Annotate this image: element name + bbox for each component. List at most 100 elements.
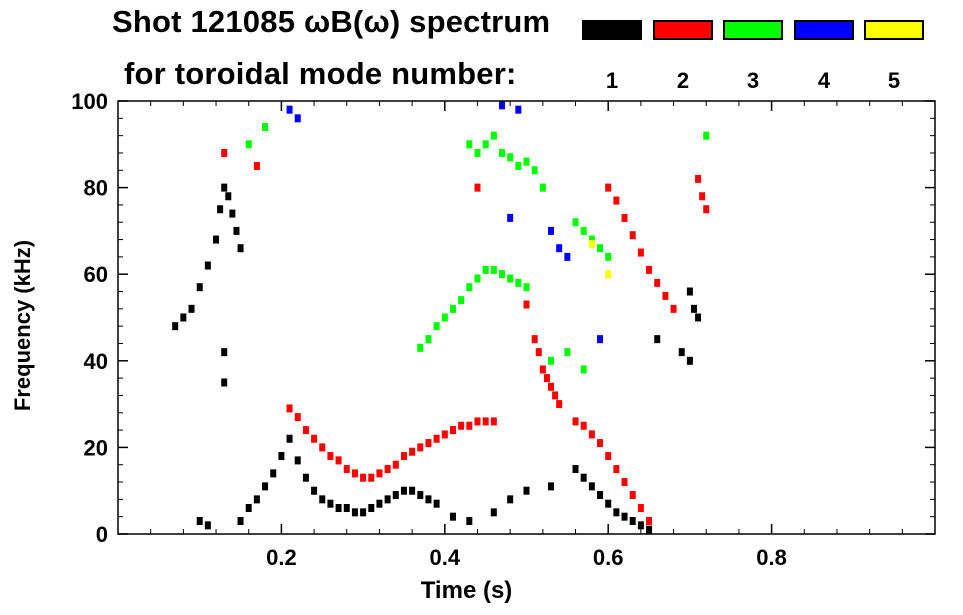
- data-points-layer: [172, 101, 710, 534]
- data-point-mode-4: [548, 226, 555, 235]
- data-point-mode-2: [400, 452, 407, 461]
- data-point-mode-2: [646, 265, 653, 274]
- data-point-mode-3: [433, 322, 440, 331]
- data-point-mode-2: [335, 456, 342, 465]
- data-point-mode-2: [572, 417, 579, 426]
- data-point-mode-2: [531, 335, 538, 344]
- data-point-mode-2: [474, 417, 481, 426]
- data-point-mode-1: [548, 482, 555, 491]
- data-point-mode-2: [474, 183, 481, 192]
- data-point-mode-1: [270, 469, 277, 478]
- data-point-mode-4: [597, 335, 604, 344]
- legend-label-mode-4: 4: [817, 68, 831, 93]
- data-point-mode-1: [351, 508, 358, 517]
- data-point-mode-1: [360, 508, 367, 517]
- data-point-mode-1: [690, 304, 697, 313]
- data-point-mode-2: [556, 400, 563, 409]
- data-point-mode-1: [294, 456, 301, 465]
- data-point-mode-2: [629, 491, 636, 500]
- data-point-mode-2: [458, 421, 465, 430]
- data-point-mode-5: [605, 270, 612, 279]
- data-point-mode-2: [552, 391, 559, 400]
- data-point-mode-1: [605, 499, 612, 508]
- data-point-mode-2: [580, 421, 587, 430]
- data-point-mode-2: [311, 434, 318, 443]
- data-point-mode-1: [213, 235, 220, 244]
- legend-label-mode-5: 5: [887, 68, 901, 93]
- x-tick-label: 0.2: [266, 545, 297, 570]
- data-point-mode-3: [466, 283, 473, 292]
- data-point-mode-1: [229, 209, 236, 218]
- data-point-mode-2: [409, 447, 416, 456]
- y-tick-label: 100: [71, 89, 108, 114]
- data-point-mode-3: [245, 140, 252, 149]
- x-tick-label: 0.4: [430, 545, 461, 570]
- data-point-mode-1: [400, 486, 407, 495]
- data-point-mode-1: [172, 322, 179, 331]
- data-point-mode-1: [433, 499, 440, 508]
- data-point-mode-1: [335, 504, 342, 513]
- legend: 1 2 3 4 5: [0, 0, 963, 100]
- data-point-mode-2: [695, 174, 702, 183]
- data-point-mode-1: [507, 495, 514, 504]
- data-point-mode-2: [319, 443, 326, 452]
- data-point-mode-3: [482, 265, 489, 274]
- data-point-mode-2: [621, 213, 628, 222]
- data-point-mode-1: [686, 287, 693, 296]
- data-point-mode-3: [531, 166, 538, 175]
- data-point-mode-3: [703, 131, 710, 140]
- data-point-mode-2: [384, 465, 391, 474]
- axis-ticks: [118, 100, 935, 535]
- data-point-mode-1: [237, 244, 244, 253]
- data-point-mode-1: [233, 226, 240, 235]
- data-point-mode-1: [188, 304, 195, 313]
- data-point-mode-1: [417, 491, 424, 500]
- data-point-mode-1: [245, 504, 252, 513]
- data-point-mode-4: [286, 105, 293, 114]
- data-point-mode-2: [621, 478, 628, 487]
- data-point-mode-1: [278, 452, 285, 461]
- data-point-mode-2: [425, 439, 432, 448]
- data-point-mode-1: [253, 495, 260, 504]
- data-point-mode-4: [564, 252, 571, 261]
- data-point-mode-1: [580, 473, 587, 482]
- data-point-mode-3: [539, 183, 546, 192]
- data-point-mode-2: [294, 413, 301, 422]
- data-point-mode-4: [507, 213, 514, 222]
- data-point-mode-3: [507, 153, 514, 162]
- plot-frame: [117, 100, 936, 535]
- data-point-mode-2: [613, 465, 620, 474]
- data-point-mode-2: [662, 291, 669, 300]
- data-point-mode-2: [605, 452, 612, 461]
- data-point-mode-3: [572, 218, 579, 227]
- data-point-mode-3: [588, 235, 595, 244]
- data-point-mode-1: [286, 434, 293, 443]
- data-point-mode-3: [597, 244, 604, 253]
- y-tick-label: 60: [84, 262, 108, 287]
- data-point-mode-3: [490, 265, 497, 274]
- data-point-mode-2: [417, 443, 424, 452]
- data-point-mode-1: [237, 517, 244, 526]
- data-point-mode-1: [311, 486, 318, 495]
- legend-swatch-mode-5: [864, 20, 924, 40]
- legend-swatch-mode-1: [582, 20, 642, 40]
- y-axis-label: Frequency (kHz): [10, 240, 35, 411]
- data-point-mode-5: [588, 239, 595, 248]
- legend-swatch-mode-4: [794, 20, 854, 40]
- chart-title: Shot 121085 ωB(ω) spectrum: [112, 4, 551, 39]
- data-point-mode-3: [482, 140, 489, 149]
- data-point-mode-1: [621, 512, 628, 521]
- data-point-mode-3: [507, 274, 514, 283]
- chart-subtitle: for toroidal mode number:: [124, 56, 517, 91]
- data-point-mode-2: [327, 452, 334, 461]
- data-point-mode-3: [515, 161, 522, 170]
- data-point-mode-1: [343, 504, 350, 513]
- data-point-mode-1: [678, 348, 685, 357]
- data-point-mode-2: [433, 434, 440, 443]
- y-tick-label: 40: [84, 349, 108, 374]
- legend-label-mode-3: 3: [746, 68, 760, 93]
- data-point-mode-3: [417, 343, 424, 352]
- data-point-mode-1: [319, 495, 326, 504]
- data-point-mode-2: [392, 460, 399, 469]
- data-point-mode-3: [605, 252, 612, 261]
